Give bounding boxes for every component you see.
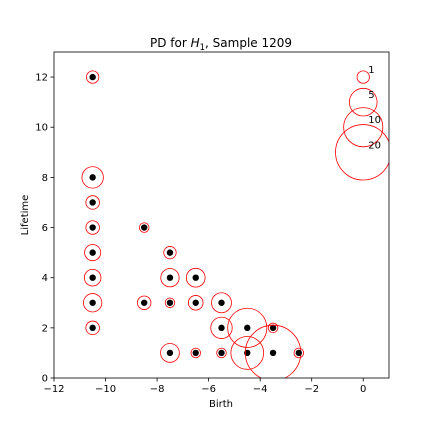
y-tick-label: 0	[42, 374, 48, 385]
data-point-circle	[85, 220, 100, 235]
data-point-circle	[227, 307, 268, 348]
data-point	[218, 349, 225, 357]
x-tick-label: −12	[43, 384, 64, 395]
data-point	[218, 324, 225, 332]
data-point	[89, 224, 96, 231]
y-tick-label: 10	[35, 123, 48, 134]
data-point-circle	[267, 322, 279, 334]
x-tick-label: −2	[304, 384, 319, 395]
plot-frame	[53, 51, 390, 379]
x-tick-label: 0	[360, 384, 366, 395]
data-point-circle	[216, 347, 227, 359]
data-point-circle	[137, 295, 152, 310]
data-point	[269, 324, 277, 332]
x-tick-label: −6	[201, 384, 216, 395]
data-point	[166, 274, 174, 281]
legend-label: 5	[368, 90, 374, 101]
data-point	[89, 299, 96, 306]
legend-circle	[356, 70, 370, 84]
data-point-circle	[211, 292, 232, 314]
chart-title: PD for H1, Sample 1209	[150, 36, 292, 53]
title-symbol: H	[191, 36, 200, 50]
legend-label: 10	[368, 115, 381, 126]
y-tick-label: 4	[42, 273, 48, 284]
data-point	[166, 249, 174, 256]
data-point-circle	[163, 246, 177, 260]
title-suffix: , Sample 1209	[205, 36, 292, 50]
legend-circle	[335, 124, 389, 181]
data-point	[166, 349, 174, 357]
data-point-circle	[187, 295, 204, 311]
data-point-circle	[210, 316, 233, 339]
data-point-circle	[83, 268, 102, 287]
data-point	[218, 299, 225, 306]
y-tick-label: 12	[35, 73, 48, 84]
data-point-circle	[160, 268, 180, 288]
data-point	[192, 349, 199, 357]
data-point	[89, 324, 96, 332]
legend-circle	[348, 87, 378, 117]
x-tick-label: −10	[95, 384, 116, 395]
data-point	[140, 224, 148, 231]
data-point	[89, 249, 96, 256]
data-point-circle	[293, 347, 305, 359]
data-point	[89, 73, 96, 81]
data-point-circle	[164, 297, 176, 308]
x-tick-label: −8	[150, 384, 165, 395]
legend-circle	[343, 107, 384, 148]
data-point	[89, 199, 96, 206]
data-point-circle	[185, 267, 206, 288]
data-point-circle	[138, 222, 150, 233]
data-point	[89, 174, 96, 181]
legend-label: 20	[368, 140, 381, 151]
data-point-circle	[230, 336, 265, 370]
data-point-circle	[85, 320, 100, 336]
data-point-circle	[86, 70, 100, 84]
data-point-circle	[85, 195, 100, 210]
x-tick-label: −4	[253, 384, 268, 395]
data-point	[269, 349, 277, 357]
title-subscript: 1	[200, 43, 205, 53]
y-tick-label: 8	[42, 173, 48, 184]
y-tick-label: 6	[42, 223, 48, 234]
plot-area	[81, 70, 389, 378]
data-point	[166, 299, 174, 306]
data-point-circle	[83, 293, 103, 313]
data-point-circle	[190, 347, 201, 359]
data-point	[140, 299, 148, 306]
y-tick-label: 2	[42, 323, 48, 334]
data-point-circle	[84, 244, 102, 262]
data-point	[89, 274, 96, 281]
data-point	[192, 299, 199, 306]
data-point	[295, 349, 303, 357]
data-point-circle	[81, 166, 104, 189]
data-point	[192, 274, 199, 281]
data-point-circle	[160, 343, 180, 363]
y-axis-label: Lifetime	[20, 195, 31, 236]
data-point	[244, 324, 251, 332]
x-axis-label: Birth	[209, 399, 233, 410]
legend-label: 1	[368, 65, 374, 76]
title-prefix: PD for	[150, 36, 191, 50]
